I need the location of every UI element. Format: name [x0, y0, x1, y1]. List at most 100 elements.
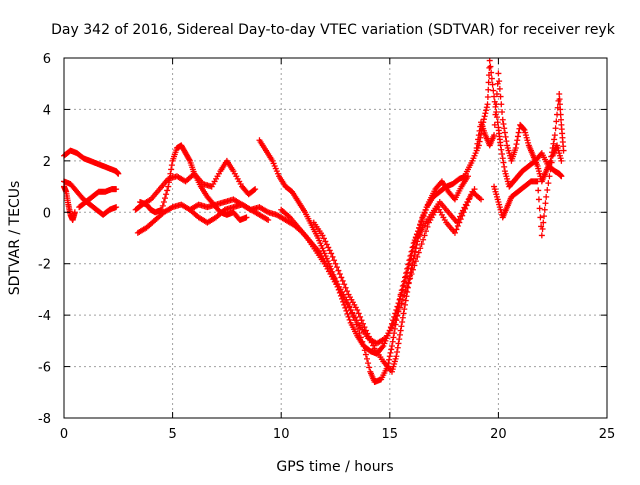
data-point: [417, 221, 424, 228]
data-point: [323, 241, 330, 248]
data-point: [367, 336, 374, 343]
data-point: [326, 247, 333, 254]
data-point: [394, 349, 401, 355]
data-point: [401, 306, 408, 313]
data-point: [407, 272, 414, 279]
y-axis-label: SDTVAR / TECUs: [7, 181, 23, 296]
data-point: [541, 213, 548, 220]
data-point: [480, 116, 487, 123]
data-point: [483, 107, 490, 114]
data-point: [409, 262, 416, 269]
data-point: [391, 330, 398, 337]
data-point: [341, 281, 348, 288]
data-point: [490, 87, 497, 94]
series-track-d: [76, 186, 120, 211]
data-point: [418, 217, 425, 224]
data-point: [534, 178, 541, 185]
data-point: [544, 187, 551, 193]
data-point: [501, 129, 508, 136]
data-point: [343, 307, 350, 314]
data-point: [400, 282, 407, 289]
data-point: [551, 136, 558, 143]
x-tick-label: 0: [60, 427, 68, 442]
data-point: [251, 187, 258, 193]
data-point: [399, 296, 406, 303]
data-point: [492, 111, 499, 118]
data-point: [503, 138, 510, 145]
data-point: [354, 307, 361, 313]
data-point: [363, 355, 370, 362]
data-point: [514, 133, 521, 140]
data-point: [406, 276, 413, 283]
data-point: [331, 257, 338, 264]
data-point: [399, 319, 406, 325]
y-tick-label: -4: [38, 309, 51, 324]
data-point: [405, 280, 412, 287]
data-point: [379, 344, 386, 351]
data-point: [451, 229, 458, 236]
data-point: [496, 85, 503, 92]
data-point: [539, 226, 546, 232]
data-point: [362, 327, 369, 334]
data-point: [389, 338, 396, 345]
data-point: [335, 267, 342, 274]
x-tick-label: 5: [168, 427, 176, 442]
data-point: [548, 159, 555, 166]
data-point: [387, 349, 394, 356]
data-point: [404, 283, 411, 290]
data-point: [357, 313, 364, 320]
data-point: [400, 310, 407, 317]
data-point: [552, 125, 559, 132]
data-point: [412, 245, 419, 252]
data-point: [113, 204, 120, 211]
data-point: [386, 356, 393, 363]
data-point: [402, 297, 409, 304]
data-point: [346, 316, 353, 323]
grid: [64, 58, 607, 418]
data-point: [501, 163, 508, 170]
data-point: [332, 260, 339, 267]
plot-frame: [63, 57, 608, 419]
data-point: [551, 132, 558, 139]
data-point: [453, 226, 460, 233]
data-point: [547, 166, 554, 173]
data-point: [543, 193, 550, 200]
data-point: [488, 69, 495, 76]
data-point: [556, 91, 563, 97]
data-point: [514, 137, 521, 144]
data-point: [485, 86, 492, 93]
x-tick-label: 10: [273, 427, 290, 442]
data-point: [398, 323, 405, 330]
data-points: [61, 57, 567, 385]
data-point: [478, 196, 485, 203]
data-point: [545, 180, 552, 187]
series-track-f: [132, 157, 259, 213]
data-point: [164, 187, 171, 194]
data-point: [338, 274, 345, 281]
data-point: [520, 126, 527, 133]
y-tick-label: 6: [43, 52, 51, 67]
data-point: [540, 219, 547, 226]
data-point: [421, 232, 428, 239]
data-point: [454, 223, 461, 229]
data-point: [557, 111, 564, 118]
data-point: [486, 57, 493, 64]
data-point: [404, 284, 411, 291]
data-point: [115, 170, 122, 177]
data-point: [499, 109, 506, 115]
data-point: [498, 101, 505, 108]
data-point: [557, 106, 564, 113]
data-point: [388, 346, 395, 353]
data-point: [491, 132, 498, 139]
data-point: [391, 319, 398, 326]
data-point: [344, 288, 351, 295]
data-point: [402, 301, 409, 308]
series-track-c: [61, 183, 78, 223]
data-point: [512, 145, 519, 151]
data-point: [113, 186, 120, 193]
data-point: [497, 93, 504, 100]
data-point: [475, 136, 482, 143]
data-point: [493, 91, 500, 97]
data-point: [484, 94, 491, 100]
